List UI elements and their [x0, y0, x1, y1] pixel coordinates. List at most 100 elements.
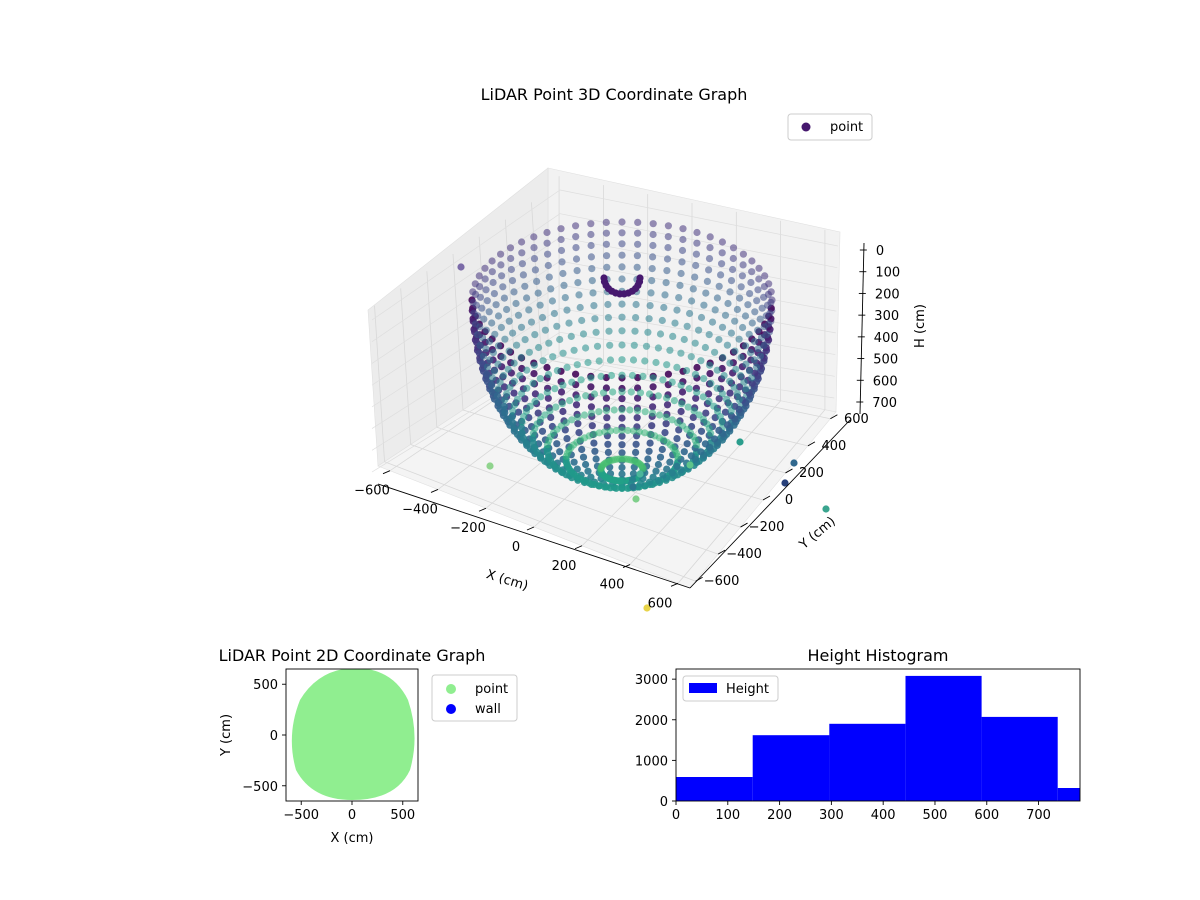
cloud-point — [692, 441, 701, 449]
tick-mark-y-3d — [740, 522, 748, 528]
cloud-point — [506, 383, 514, 391]
cloud-point — [678, 388, 687, 396]
cloud-point — [601, 428, 609, 436]
cloud-point — [523, 366, 531, 374]
cloud-point — [488, 374, 496, 382]
cloud-point — [494, 312, 503, 320]
cloud-point — [595, 408, 603, 416]
cloud-point — [633, 414, 641, 422]
cloud-point — [753, 297, 761, 305]
cloud-point — [691, 339, 699, 347]
cloud-point — [606, 484, 615, 492]
cloud-point — [483, 370, 491, 378]
cloud-point — [587, 473, 595, 481]
cloud-point — [482, 326, 490, 334]
tick-label-x-hist: 400 — [871, 808, 896, 823]
cloud-point — [718, 260, 726, 268]
tick-label-z-3d: 500 — [873, 353, 898, 368]
cloud-point — [687, 353, 695, 361]
cloud-point — [722, 395, 731, 403]
cloud-point — [499, 372, 508, 380]
cloud-outlier — [636, 470, 644, 478]
tick-mark-x-3d — [574, 545, 583, 550]
cloud-point — [527, 318, 536, 326]
cloud-point — [647, 289, 655, 297]
cloud-point — [566, 397, 574, 405]
cloud-point — [572, 244, 580, 252]
cloud-point — [557, 246, 566, 255]
cloud-point — [544, 394, 552, 402]
cloud-point — [501, 409, 509, 417]
tick-mark-y-3d — [807, 441, 816, 447]
y-axis-label-2d: Y (cm) — [219, 714, 234, 757]
cloud-point — [592, 328, 600, 336]
cloud-point — [701, 343, 710, 352]
cloud-point — [602, 218, 610, 226]
cloud-point — [733, 389, 741, 398]
cloud-point — [680, 448, 688, 456]
cloud-point — [606, 356, 615, 364]
cloud-point — [718, 249, 726, 257]
cloud-point — [486, 356, 494, 364]
cloud-point — [639, 465, 647, 473]
cloud-point — [557, 225, 565, 233]
cloud-point — [740, 378, 748, 386]
cloud-point — [718, 418, 726, 426]
cloud-point — [706, 370, 714, 378]
cloud-point — [597, 372, 605, 380]
cloud-point — [618, 356, 626, 364]
tick-mark-y-3d — [785, 468, 793, 474]
cloud-point — [735, 335, 743, 343]
cloud-point — [476, 293, 484, 301]
cloud-point — [573, 361, 581, 369]
cloud-point — [588, 422, 596, 430]
cloud-point — [588, 265, 596, 273]
cloud-point — [519, 271, 528, 279]
cloud-point — [494, 342, 503, 350]
cloud-point — [599, 389, 608, 397]
cloud-point — [591, 447, 599, 455]
cloud-point — [568, 378, 576, 386]
grid-line-z — [559, 189, 838, 247]
tick-label-y-2d: −500 — [242, 780, 278, 795]
cloud-point — [512, 299, 520, 308]
cloud-point — [685, 385, 693, 393]
cloud-point — [543, 388, 551, 397]
cloud-point — [648, 409, 657, 417]
cloud-point — [767, 288, 775, 296]
legend-label-point-2d: point — [475, 682, 508, 697]
cloud-point — [659, 376, 667, 384]
cloud-point — [510, 377, 518, 385]
chart3d-title: LiDAR Point 3D Coordinate Graph — [481, 85, 748, 104]
histogram-bar — [676, 777, 753, 801]
cloud-point — [534, 289, 542, 297]
cloud-point — [584, 467, 592, 475]
cloud-point — [618, 441, 626, 449]
cloud-point — [587, 383, 595, 391]
cloud-point — [574, 420, 582, 428]
cloud-point — [742, 360, 750, 368]
cloud-point — [649, 374, 657, 382]
cloud-point — [494, 385, 502, 393]
cloud-point — [699, 393, 707, 401]
cloud-point — [675, 294, 683, 302]
cloud-point — [736, 383, 744, 391]
cloud-point — [543, 239, 551, 247]
cloud-point — [752, 363, 761, 371]
cloud-point — [658, 445, 666, 454]
cloud-point — [663, 394, 671, 402]
cloud-point — [655, 411, 664, 419]
cloud-point — [683, 367, 691, 375]
cloud-point — [691, 370, 700, 378]
cloud-point — [497, 323, 505, 332]
cloud-point — [641, 357, 649, 365]
legend-hist: Height — [682, 675, 779, 702]
cloud-point — [645, 390, 654, 398]
cloud-point — [590, 439, 598, 447]
cloud-point — [489, 278, 497, 287]
tick-mark-x-3d — [382, 470, 391, 475]
cloud-point — [715, 282, 723, 290]
cloud-point — [766, 309, 774, 317]
cloud-point — [587, 403, 596, 411]
cloud-point — [713, 366, 721, 374]
